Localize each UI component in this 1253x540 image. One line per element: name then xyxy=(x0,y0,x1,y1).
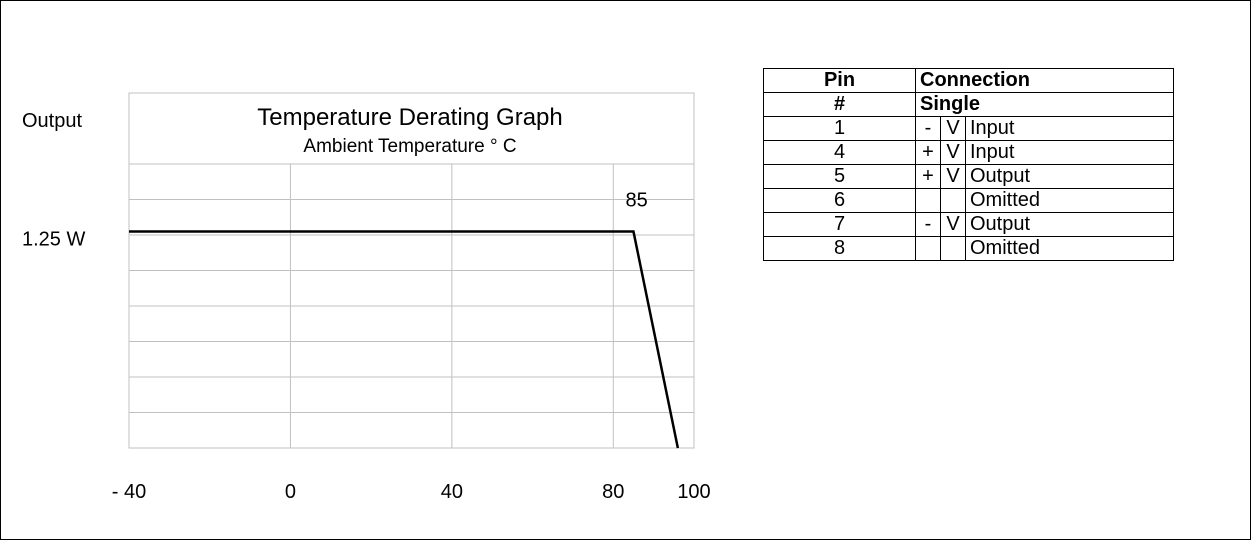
pin-cell: 8 xyxy=(763,236,916,261)
pin-cell: 1 xyxy=(763,116,916,141)
pin-cell: 6 xyxy=(763,188,916,213)
header-connection: Connection xyxy=(915,68,1174,93)
x-tick-label: 40 xyxy=(441,481,463,503)
table-row: 5 + V Output xyxy=(763,164,1174,189)
table-row: 7- V Output xyxy=(763,212,1174,237)
sign-cell: - xyxy=(915,212,941,237)
x-tick-label: 100 xyxy=(677,481,710,503)
derating-chart: Temperature Derating Graph Ambient Tempe… xyxy=(22,92,711,503)
chart-title: Temperature Derating Graph xyxy=(257,104,562,131)
description-cell: Output xyxy=(965,212,1174,237)
voltage-cell: V xyxy=(940,212,966,237)
sign-cell xyxy=(915,236,941,261)
description-cell: Input xyxy=(965,116,1174,141)
sign-cell: + xyxy=(915,164,941,189)
voltage-cell: V xyxy=(940,140,966,165)
sign-cell xyxy=(915,188,941,213)
chart-labels: Temperature Derating Graph Ambient Tempe… xyxy=(22,104,711,503)
description-cell: Omitted xyxy=(965,236,1174,261)
voltage-cell: V xyxy=(940,164,966,189)
voltage-cell xyxy=(940,236,966,261)
sign-cell: - xyxy=(915,116,941,141)
pin-cell: 7 xyxy=(763,212,916,237)
table-row: 1- V Input xyxy=(763,116,1174,141)
x-tick-label: - 40 xyxy=(112,481,146,503)
sign-cell: + xyxy=(915,140,941,165)
header-pin: Pin xyxy=(763,68,916,93)
chart-grid xyxy=(128,92,695,449)
header-single: Single xyxy=(915,92,1174,117)
description-cell: Output xyxy=(965,164,1174,189)
header-pin-number: # xyxy=(763,92,916,117)
description-cell: Omitted xyxy=(965,188,1174,213)
voltage-cell xyxy=(940,188,966,213)
y-axis-label: Output xyxy=(22,110,82,132)
pin-cell: 5 xyxy=(763,164,916,189)
chart-marks xyxy=(129,230,680,449)
y-tick-label: 1.25 W xyxy=(22,229,85,251)
table-header-row: Pin Connection xyxy=(763,68,1174,93)
table-row: 4 + V Input xyxy=(763,140,1174,165)
pin-connection-table: Pin Connection # Single 1- V Input 4 + V Input… xyxy=(763,68,1174,261)
annotation-label: 85 xyxy=(625,190,647,212)
x-tick-label: 0 xyxy=(285,481,296,503)
table-row: 8 Omitted xyxy=(763,236,1174,261)
pin-cell: 4 xyxy=(763,140,916,165)
derating-line xyxy=(129,230,680,449)
voltage-cell: V xyxy=(940,116,966,141)
table-subheader-row: # Single xyxy=(763,92,1174,117)
x-tick-label: 80 xyxy=(602,481,624,503)
table-row: 6 Omitted xyxy=(763,188,1174,213)
chart-subtitle: Ambient Temperature ° C xyxy=(303,136,516,157)
description-cell: Input xyxy=(965,140,1174,165)
